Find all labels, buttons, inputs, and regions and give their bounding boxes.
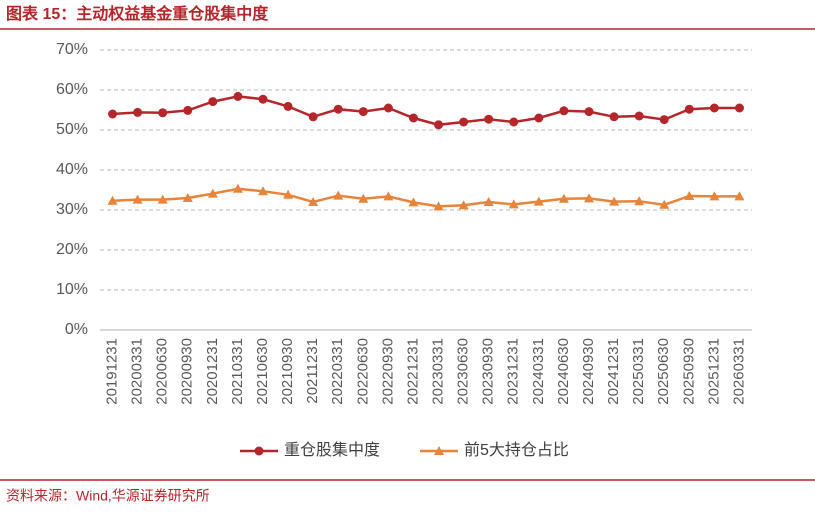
data-point bbox=[458, 200, 469, 210]
data-point bbox=[383, 191, 394, 201]
data-point bbox=[107, 195, 118, 205]
x-tick-label: 20220630 bbox=[354, 338, 371, 405]
data-point bbox=[659, 199, 670, 209]
x-tick-label: 20230930 bbox=[480, 338, 497, 405]
data-point bbox=[533, 196, 544, 206]
x-tick-label: 20220331 bbox=[329, 338, 346, 405]
series-line bbox=[112, 95, 740, 127]
data-point bbox=[158, 108, 168, 118]
data-point bbox=[258, 94, 268, 104]
data-point bbox=[283, 189, 294, 199]
data-point bbox=[434, 120, 444, 130]
legend-marker bbox=[434, 446, 444, 455]
x-tick-label: 20240930 bbox=[580, 338, 597, 405]
data-point bbox=[734, 191, 745, 201]
data-point bbox=[483, 197, 494, 206]
x-tick-label: 20241231 bbox=[605, 338, 622, 405]
data-point bbox=[459, 117, 469, 127]
data-point bbox=[333, 104, 343, 114]
data-point bbox=[232, 183, 243, 193]
data-point bbox=[584, 107, 594, 117]
data-point bbox=[183, 105, 193, 115]
data-point bbox=[258, 186, 268, 196]
data-point bbox=[484, 114, 494, 124]
data-point bbox=[308, 112, 318, 122]
y-tick-label: 20% bbox=[56, 241, 88, 258]
y-tick-label: 30% bbox=[56, 201, 88, 218]
data-point bbox=[734, 103, 744, 113]
data-point bbox=[207, 188, 218, 198]
y-tick-label: 0% bbox=[65, 321, 88, 338]
x-tick-label: 20221231 bbox=[404, 338, 421, 405]
data-point bbox=[208, 97, 218, 107]
data-point bbox=[182, 193, 193, 202]
source: 资料来源：Wind,华源证券研究所 bbox=[6, 488, 210, 504]
y-tick-label: 50% bbox=[56, 121, 88, 138]
data-point bbox=[709, 103, 719, 113]
x-tick-label: 20230630 bbox=[455, 338, 472, 405]
chart-title: 图表 15：主动权益基金重仓股集中度 bbox=[6, 4, 269, 23]
x-tick-label: 20200930 bbox=[179, 338, 196, 405]
data-point bbox=[358, 193, 369, 203]
data-point bbox=[133, 107, 143, 117]
x-tick-label: 20210930 bbox=[279, 338, 296, 405]
data-point bbox=[383, 103, 393, 113]
x-tick-label: 20210331 bbox=[229, 338, 246, 405]
y-tick-label: 70% bbox=[56, 41, 88, 58]
data-point bbox=[308, 197, 319, 206]
x-tick-label: 20230331 bbox=[430, 338, 447, 405]
y-tick-label: 40% bbox=[56, 161, 88, 178]
data-point bbox=[634, 111, 644, 121]
data-point bbox=[157, 194, 168, 204]
data-point bbox=[584, 193, 594, 203]
data-point bbox=[508, 199, 519, 209]
data-point bbox=[333, 190, 344, 200]
x-tick-label: 20231231 bbox=[505, 338, 522, 405]
data-point bbox=[709, 191, 720, 201]
data-point bbox=[509, 117, 519, 127]
x-tick-label: 20200630 bbox=[154, 338, 171, 405]
data-point bbox=[634, 196, 645, 206]
data-point bbox=[558, 193, 569, 203]
data-point bbox=[233, 91, 243, 101]
data-point bbox=[433, 201, 444, 211]
data-point bbox=[408, 197, 419, 207]
x-tick-label: 20200331 bbox=[129, 338, 146, 405]
data-point bbox=[684, 104, 694, 114]
data-point bbox=[408, 113, 418, 123]
x-tick-label: 20250331 bbox=[630, 338, 647, 405]
x-tick-label: 20210630 bbox=[254, 338, 271, 405]
data-point bbox=[609, 112, 619, 122]
legend-marker bbox=[254, 446, 264, 456]
data-point bbox=[132, 194, 143, 204]
data-point bbox=[684, 191, 695, 200]
x-tick-label: 20191231 bbox=[104, 338, 121, 405]
x-tick-label: 20220930 bbox=[379, 338, 396, 405]
legend-label: 重仓股集中度 bbox=[284, 441, 380, 459]
legend-label: 前5大持仓占比 bbox=[464, 441, 569, 459]
series-line bbox=[112, 187, 740, 208]
data-point bbox=[108, 109, 118, 119]
x-tick-label: 20201231 bbox=[204, 338, 221, 405]
x-tick-label: 20251231 bbox=[705, 338, 722, 405]
x-tick-label: 20250930 bbox=[680, 338, 697, 405]
x-tick-label: 20250630 bbox=[655, 338, 672, 405]
x-tick-label: 20260331 bbox=[730, 338, 747, 405]
y-tick-label: 60% bbox=[56, 81, 88, 98]
y-tick-label: 10% bbox=[56, 281, 88, 298]
x-tick-label: 20240630 bbox=[555, 338, 572, 405]
x-tick-label: 20240331 bbox=[530, 338, 547, 405]
data-point bbox=[559, 106, 569, 116]
data-point bbox=[609, 196, 620, 206]
data-point bbox=[283, 101, 293, 111]
data-point bbox=[534, 113, 544, 123]
x-tick-label: 20211231 bbox=[304, 338, 321, 404]
data-point bbox=[358, 107, 368, 117]
data-point bbox=[659, 115, 669, 125]
